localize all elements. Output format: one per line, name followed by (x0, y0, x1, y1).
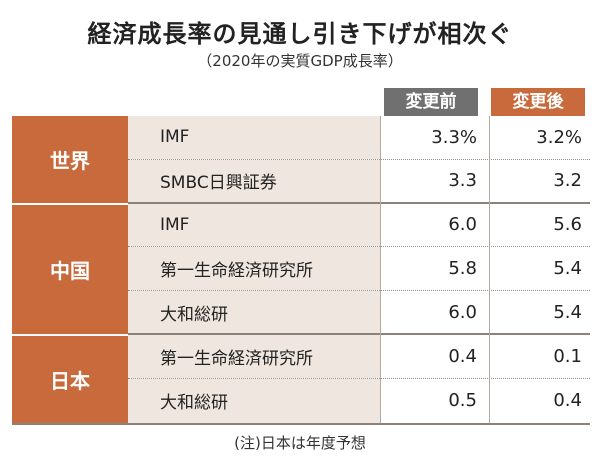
value-before: 0.4 (448, 345, 477, 367)
column-header-after: 変更後 (491, 88, 585, 116)
value-after: 5.4 (553, 258, 582, 280)
value-after: 5.4 (553, 301, 582, 323)
source-cell: IMF (128, 116, 380, 159)
table-row: 第一生命経済研究所 0.4 0.1 (128, 335, 590, 379)
source-cell: 第一生命経済研究所 (128, 335, 380, 378)
value-before: 6.0 (448, 301, 477, 323)
region-divider (12, 202, 128, 205)
page-subtitle: （2020年の実質GDP成長率） (197, 52, 403, 70)
value-after: 0.4 (553, 390, 582, 412)
table-row: 第一生命経済研究所 5.8 5.4 (128, 247, 590, 292)
value-before: 5.8 (448, 258, 477, 280)
source-cell: IMF (128, 203, 380, 247)
region-japan: 日本 (50, 368, 90, 393)
footnote: (注)日本は年度予想 (234, 434, 366, 452)
source-cell: 大和総研 (128, 291, 380, 333)
region-world: 世界 (50, 149, 90, 174)
table-row: 大和総研 6.0 5.4 (128, 291, 590, 335)
table-bottom-rule (12, 423, 590, 425)
value-before: 6.0 (448, 214, 477, 236)
table-row: 大和総研 0.5 0.4 (128, 378, 590, 423)
source-cell: 大和総研 (128, 378, 380, 423)
rows: IMF 3.3% 3.2% SMBC日興証券 3.3 3.2 IMF 6.0 5… (128, 116, 590, 423)
region-divider (12, 334, 128, 336)
region-china: 中国 (50, 258, 90, 283)
page-title: 経済成長率の見通し引き下げが相次ぐ (87, 20, 513, 48)
column-divider (489, 116, 490, 423)
table-row: IMF 3.3% 3.2% (128, 116, 590, 160)
value-after: 0.1 (553, 345, 582, 367)
source-cell: 第一生命経済研究所 (128, 247, 380, 291)
column-divider (380, 116, 381, 423)
value-after: 3.2 (553, 170, 582, 192)
value-before: 3.3 (448, 170, 477, 192)
column-header-before: 変更前 (384, 88, 478, 116)
region-column: 世界 中国 日本 (12, 116, 128, 423)
value-before: 0.5 (448, 390, 477, 412)
table-row: IMF 6.0 5.6 (128, 203, 590, 248)
value-after: 3.2% (536, 126, 582, 148)
value-after: 5.6 (553, 214, 582, 236)
growth-forecast-table: 世界 中国 日本 IMF 3.3% 3.2% SMBC日興証券 3.3 3.2 … (12, 116, 590, 425)
table-row: SMBC日興証券 3.3 3.2 (128, 159, 590, 204)
source-cell: SMBC日興証券 (128, 159, 380, 202)
value-before: 3.3% (431, 126, 477, 148)
